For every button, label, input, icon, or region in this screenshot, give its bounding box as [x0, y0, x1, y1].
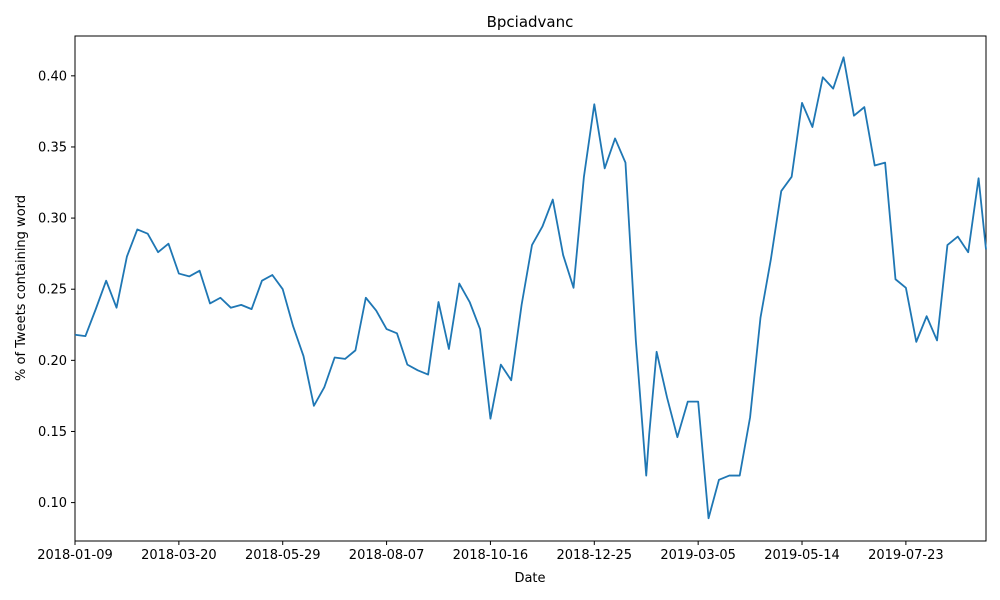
- y-tick-label: 0.20: [38, 354, 67, 369]
- x-tick-label: 2019-05-14: [764, 548, 840, 563]
- y-axis: 0.10 0.15 0.20 0.25 0.30 0.35 0.40: [38, 69, 75, 511]
- y-tick-label: 0.15: [38, 425, 67, 440]
- y-tick-label: 0.10: [38, 496, 67, 511]
- plot-area-frame: [74, 35, 987, 542]
- y-tick-label: 0.40: [38, 69, 67, 84]
- x-axis-label: Date: [514, 571, 545, 586]
- x-tick-label: 2018-10-16: [453, 548, 529, 563]
- x-axis: 2018-01-09 2018-03-20 2018-05-29 2018-08-07…: [37, 541, 944, 563]
- x-tick-label: 2018-01-09: [37, 548, 113, 563]
- x-tick-label: 2018-08-07: [349, 548, 425, 563]
- series-line: [74, 56, 987, 520]
- x-tick-label: 2018-12-25: [557, 548, 633, 563]
- chart-title: Bpciadvanc: [487, 13, 574, 31]
- x-tick-label: 2019-03-05: [660, 548, 736, 563]
- y-axis-label: % of Tweets containing word: [14, 195, 29, 381]
- y-tick-label: 0.30: [38, 212, 67, 227]
- y-tick-label: 0.35: [38, 140, 67, 155]
- x-tick-label: 2018-05-29: [245, 548, 321, 563]
- x-tick-label: 2018-03-20: [141, 548, 217, 563]
- x-tick-label: 2019-07-23: [868, 548, 944, 563]
- y-tick-label: 0.25: [38, 283, 67, 298]
